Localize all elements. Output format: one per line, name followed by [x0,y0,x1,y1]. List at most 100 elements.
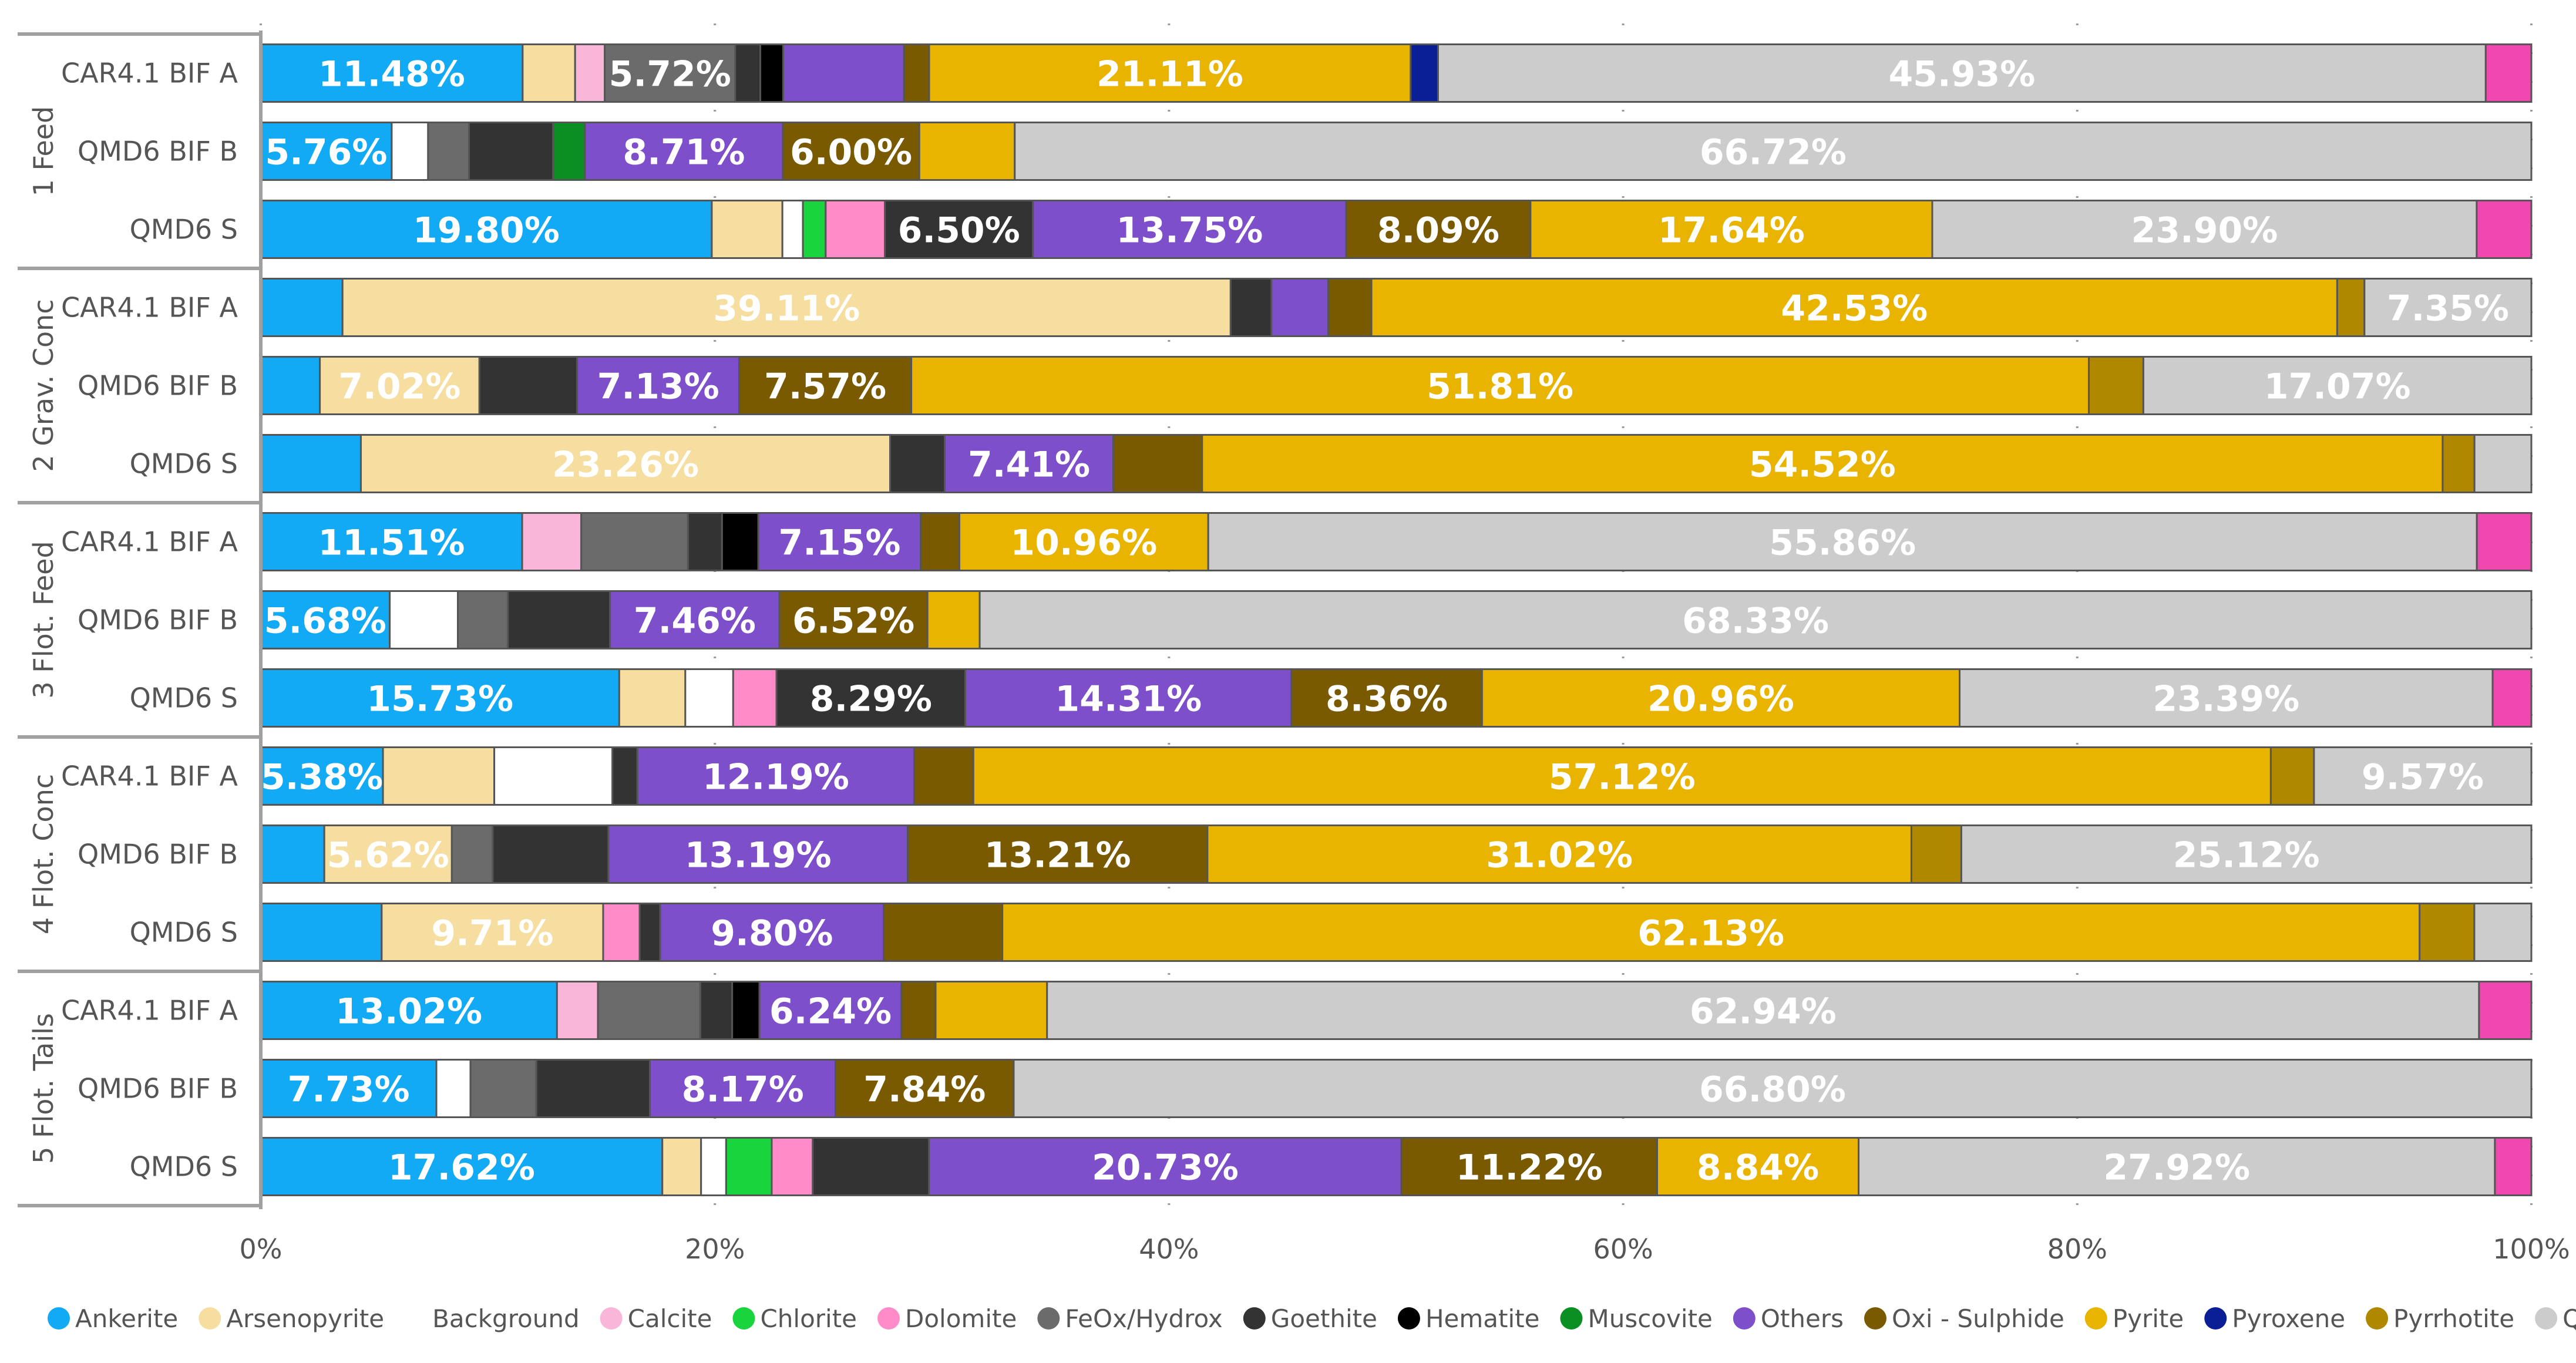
legend-swatch [2204,1307,2227,1330]
legend-item: Chlorite [732,1304,857,1333]
bar-segment [918,122,1016,181]
axes-layer: 0% 20% 40% 60% 80% 100% CAR4.1 BIF A QMD6 BIF B… [18,31,2570,1265]
bar-segment [782,122,920,181]
data-label: 6.52% [792,601,914,642]
legend-swatch [1037,1307,1060,1330]
bar-segment [884,200,1034,259]
bar-segment [972,746,2272,806]
bar-segment [649,1059,837,1118]
data-label: 14.31% [1055,679,1202,720]
bar-segment [1290,668,1483,728]
data-label: 66.80% [1699,1069,1846,1110]
category-label: QMD6 BIF B [78,370,238,402]
legend-label: Chlorite [760,1304,857,1333]
bar-segment [359,434,892,493]
data-label: 7.02% [338,366,460,408]
bar-segment [1960,824,2533,884]
data-label: 31.02% [1486,835,1633,876]
x-tick-label: 80% [2047,1233,2107,1265]
bar-segment [260,590,391,649]
legend-label: Calcite [628,1304,712,1333]
bar-segment [775,668,967,728]
bar-segment [2142,356,2533,415]
data-label: 7.35% [2387,288,2509,329]
data-label: 8.09% [1377,210,1499,251]
bar-segment [934,981,1048,1040]
legend-swatch [1864,1307,1886,1330]
bar-segment [903,43,930,103]
bar-segment [341,278,1232,337]
data-label: 17.62% [388,1147,535,1189]
data-label: 7.73% [287,1069,409,1110]
bar-segment [700,1137,727,1196]
bar-segment [580,512,689,571]
x-tick-label: 60% [1593,1233,1653,1265]
bar-segment [725,1137,773,1196]
data-label: 6.24% [769,991,892,1032]
bar-segment [2313,746,2533,806]
bar-segment [661,1137,702,1196]
bar-segment [521,512,583,571]
legend-item: Oxi - Sulphide [1864,1304,2064,1333]
legend-label: Quartz [2562,1304,2576,1333]
bar-segment [260,981,558,1040]
bar-segment [731,981,761,1040]
legend-item: Arsenopyrite [199,1304,384,1333]
legend-label: Oxi - Sulphide [1892,1304,2064,1333]
legend-item: Calcite [600,1304,712,1333]
data-label: 7.41% [968,445,1090,486]
data-label: 8.71% [623,132,745,173]
data-label: 13.21% [984,835,1131,876]
legend-label: Pyroxene [2232,1304,2345,1333]
bar-segment [2476,200,2533,259]
legend-swatch [48,1307,70,1330]
bar-segment [1656,1137,1860,1196]
data-label: 62.13% [1637,913,1784,954]
category-label: QMD6 S [130,448,238,480]
bar-segment [260,122,393,181]
group-label: 3 Flot. Feed [28,541,59,698]
group-label: 1 Feed [28,106,59,197]
bar-segment [910,356,2090,415]
data-label: 5.68% [264,601,386,642]
bar-segment [1112,434,1203,493]
data-label: 39.11% [713,288,860,329]
data-label: 66.72% [1700,132,1847,173]
legend-label: Pyrrhotite [2393,1304,2514,1333]
legend-item: Background [404,1304,580,1333]
data-labels-layer: 11.48% 5.72% 21.11% 45.93% 5.76% 8.71% 6.00% 66… [261,54,2509,1189]
data-label: 9.80% [711,913,833,954]
legend-swatch [1397,1307,1420,1330]
bar-segment [759,43,784,103]
bar-segment [260,668,620,728]
data-label: 45.93% [1888,54,2035,95]
data-label: 15.73% [366,679,513,720]
data-label: 8.84% [1697,1147,1819,1189]
bar-segment [260,824,325,884]
category-label: CAR4.1 BIF A [61,995,238,1027]
bar-segment [611,746,638,806]
legend-label: Goethite [1271,1304,1377,1333]
bar-segment [812,1137,930,1196]
legend-label: Muscovite [1588,1304,1712,1333]
data-label: 25.12% [2173,835,2320,876]
bar-segment [457,590,509,649]
bar-segment [493,746,614,806]
bar-segment [1032,200,1347,259]
bar-segment [602,903,641,962]
bar-segment [260,434,362,493]
legend-label: Ankerite [75,1304,178,1333]
data-label: 7.84% [863,1069,986,1110]
bar-segment [638,903,661,962]
bar-segment [2088,356,2144,415]
data-label: 42.53% [1781,288,1928,329]
bar-segment [781,200,804,259]
bar-segment [802,200,827,259]
legend-label: Hematite [1425,1304,1540,1333]
legend-item: Pyroxene [2204,1304,2345,1333]
bar-segment [1270,278,1330,337]
bar-segment [721,512,759,571]
bar-segment [319,356,480,415]
bar-segment [1370,278,2338,337]
bar-segment [1481,668,1961,728]
